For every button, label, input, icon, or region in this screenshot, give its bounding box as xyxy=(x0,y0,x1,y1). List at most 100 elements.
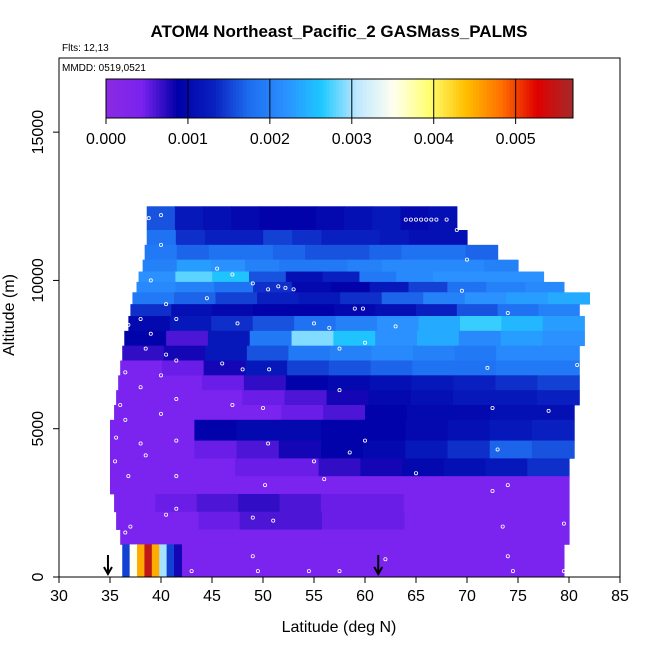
heatmap-cell-0-0 xyxy=(146,206,176,231)
sample-point xyxy=(250,515,255,520)
colorbar-swatch xyxy=(302,79,307,118)
heatmap-cell-14-6 xyxy=(365,404,408,421)
sample-point xyxy=(118,402,123,407)
heatmap-cell-7-7 xyxy=(416,304,458,317)
sample-point xyxy=(311,459,316,464)
heatmap-cell-5-5 xyxy=(330,281,371,293)
heatmap-cell-17-3 xyxy=(235,458,278,477)
colorbar-swatch xyxy=(346,79,351,118)
colorbar-swatch xyxy=(436,79,441,118)
heatmap-cell-7-6 xyxy=(375,304,417,317)
sample-point xyxy=(454,228,459,233)
heatmap-cell-16-9 xyxy=(489,440,533,459)
heatmap-cell-2-5 xyxy=(305,244,338,261)
colorbar-swatch xyxy=(112,79,117,118)
surface-cell-0-3 xyxy=(144,544,153,577)
heatmap-cell-14-1 xyxy=(155,404,199,421)
chart-title: ATOM4 Northeast_Pacific_2 GASMass_PALMS xyxy=(151,22,528,41)
heatmap-cell-10-7 xyxy=(413,345,456,361)
sample-point xyxy=(174,474,179,479)
heatmap-cell-19-9 xyxy=(486,493,529,513)
heatmap-cell-0-8 xyxy=(372,206,402,231)
sample-point xyxy=(419,217,424,222)
heatmap-cell-15-5 xyxy=(320,419,364,441)
sample-point xyxy=(464,257,469,262)
heatmap-cell-6-9 xyxy=(506,292,549,305)
heatmap-cell-8-4 xyxy=(294,316,337,332)
sample-point xyxy=(143,346,148,351)
colorbar-swatch xyxy=(209,79,214,118)
sample-point xyxy=(362,438,367,443)
heatmap-cell-17-9 xyxy=(485,458,528,477)
heatmap-cell-10-10 xyxy=(537,345,580,361)
heatmap-cell-22-7 xyxy=(424,544,461,578)
sample-point xyxy=(263,483,268,488)
heatmap-cell-15-7 xyxy=(405,419,449,441)
heatmap-cell-16-10 xyxy=(531,440,575,459)
heatmap-cell-8-5 xyxy=(335,316,378,332)
heatmap-cell-11-6 xyxy=(370,360,413,376)
heatmap-cell-2-7 xyxy=(369,244,402,261)
sample-point xyxy=(276,284,281,289)
colorbar-swatch xyxy=(452,79,457,118)
x-tick-label: 30 xyxy=(50,588,68,605)
heatmap-cell-9-2 xyxy=(207,330,251,347)
x-tick-label: 50 xyxy=(254,588,272,605)
heatmap-cell-9-9 xyxy=(500,330,544,347)
colorbar-swatch xyxy=(236,79,240,118)
heatmap-cell-0-4 xyxy=(259,206,289,231)
heatmap-cell-3-5 xyxy=(313,259,348,272)
heatmap-cell-5-0 xyxy=(136,281,176,293)
heatmap-cell-1-9 xyxy=(408,230,439,246)
heatmap-cell-20-9 xyxy=(486,511,529,530)
heatmap-cell-6-4 xyxy=(298,292,341,305)
heatmap-cell-20-2 xyxy=(198,511,241,530)
colorbar-swatch xyxy=(386,79,391,118)
colorbar-swatch xyxy=(296,79,300,118)
surface-cell-0-5 xyxy=(159,544,168,577)
heatmap-cell-8-8 xyxy=(459,316,503,332)
sample-point xyxy=(114,435,119,440)
heatmap-cell-12-5 xyxy=(327,375,371,391)
colorbar-tick-label: 0.005 xyxy=(496,131,536,148)
colorbar-swatch xyxy=(562,79,567,118)
heatmap-cell-11-9 xyxy=(495,360,539,376)
heatmap-cell-14-0 xyxy=(114,404,157,421)
colorbar-swatch xyxy=(139,79,144,118)
heatmap-cell-13-10 xyxy=(537,390,580,406)
x-tick-label: 65 xyxy=(407,588,425,605)
sample-point xyxy=(337,346,342,351)
sample-point xyxy=(250,281,255,286)
date-annotation: MMDD: 0519,0521 xyxy=(62,63,146,74)
heatmap-cell-10-9 xyxy=(496,345,539,361)
sample-point xyxy=(240,367,245,372)
heatmap-cell-8-2 xyxy=(211,316,254,332)
colorbar-swatch xyxy=(342,79,347,118)
colorbar-swatch xyxy=(419,79,424,118)
heatmap-cell-15-6 xyxy=(363,419,406,441)
colorbar-swatch xyxy=(462,79,467,118)
heatmap-cell-17-7 xyxy=(402,458,445,477)
heatmap-cell-16-6 xyxy=(363,440,406,459)
heatmap-cell-16-3 xyxy=(236,440,280,459)
heatmap-cell-9-8 xyxy=(458,330,502,347)
heatmap-cell-0-10 xyxy=(428,206,458,231)
colorbar-swatch xyxy=(146,79,150,118)
sample-point xyxy=(393,324,398,329)
heatmap-cell-21-8 xyxy=(446,529,488,545)
colorbar-swatch xyxy=(479,79,484,118)
heatmap-cell-21-2 xyxy=(201,529,244,545)
heatmap-cell-2-9 xyxy=(433,244,467,261)
colorbar-swatch xyxy=(412,79,417,118)
sample-point xyxy=(164,302,169,307)
colorbar-swatch xyxy=(389,79,394,118)
sample-point xyxy=(174,358,179,363)
sample-point xyxy=(429,217,434,222)
sample-point xyxy=(260,405,265,410)
heatmap-cell-11-10 xyxy=(537,360,580,376)
colorbar-swatch xyxy=(422,79,427,118)
colorbar-swatch xyxy=(446,79,451,118)
heatmap-cell-15-4 xyxy=(278,419,322,441)
colorbar-swatch xyxy=(109,79,114,118)
